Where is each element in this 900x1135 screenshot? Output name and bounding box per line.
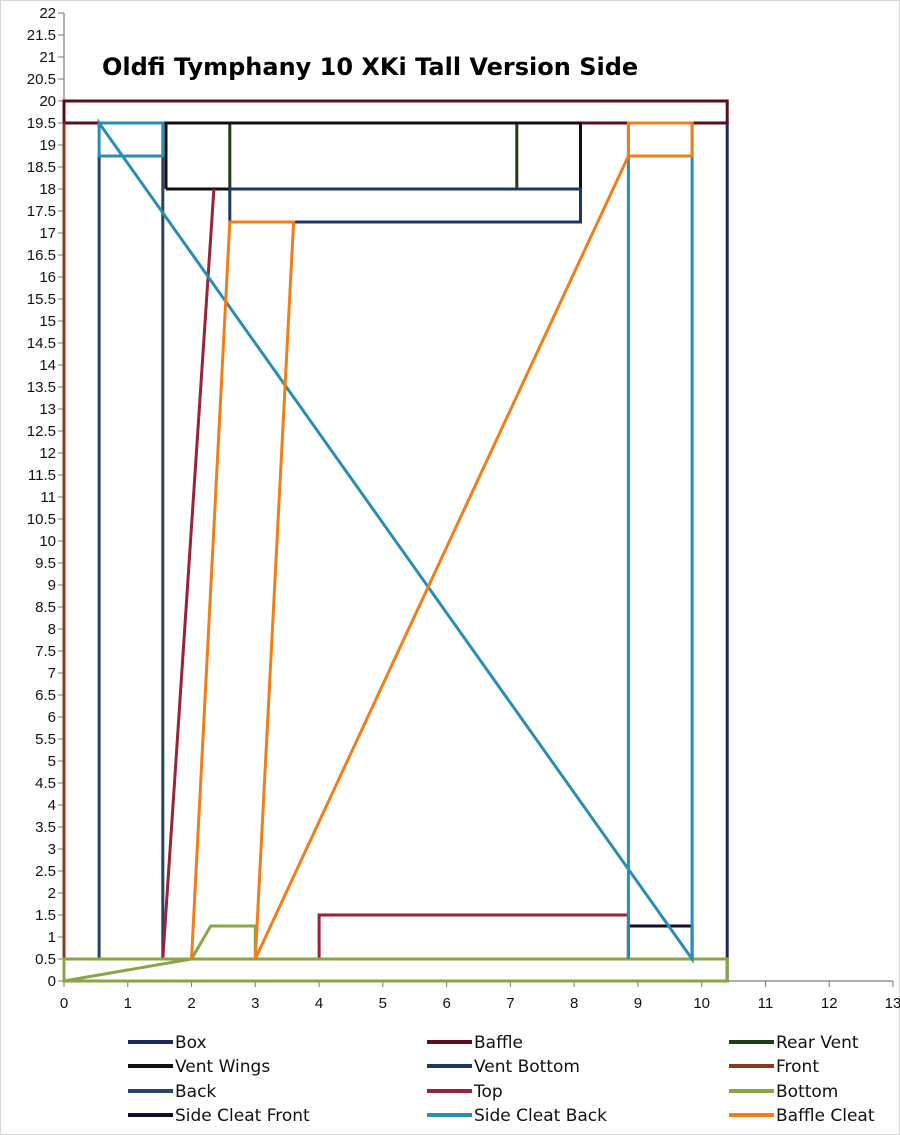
x-tick-label: 13 <box>885 995 900 1012</box>
y-tick-label: 1 <box>48 929 56 946</box>
y-tick-label: 4 <box>48 797 56 814</box>
legend-label-baffle: Baffle <box>474 1033 523 1053</box>
series-line-baffle-cleat <box>190 121 694 960</box>
y-tick-label: 22 <box>39 5 56 22</box>
y-tick-label: 2 <box>48 885 56 902</box>
x-tick-label: 5 <box>379 995 387 1012</box>
y-tick-label: 10.5 <box>27 511 56 528</box>
y-tick-label: 11.5 <box>28 467 56 484</box>
y-tick-label: 3 <box>48 841 56 858</box>
axes: 00.511.522.533.544.555.566.577.588.599.5… <box>27 5 900 1012</box>
y-tick-label: 2.5 <box>35 863 56 880</box>
x-tick-label: 0 <box>60 995 68 1012</box>
y-tick-label: 1.5 <box>35 907 56 924</box>
x-tick-label: 9 <box>634 995 642 1012</box>
legend-label-top: Top <box>473 1082 503 1102</box>
y-tick-label: 18.5 <box>27 159 56 176</box>
y-tick-label: 6.5 <box>35 687 56 704</box>
y-tick-label: 16 <box>39 269 56 286</box>
chart-title: Oldfi Tymphany 10 XKi Tall Version Side <box>102 53 638 81</box>
x-tick-label: 6 <box>442 995 450 1012</box>
legend: Box Baffle Rear Vent Vent Wings Vent Bottom F… <box>128 1033 875 1126</box>
y-tick-label: 10 <box>39 533 56 550</box>
y-tick-label: 0.5 <box>35 951 56 968</box>
y-tick-label: 11 <box>40 489 56 506</box>
y-tick-label: 19 <box>39 137 56 154</box>
y-tick-label: 7.5 <box>35 643 56 660</box>
y-tick-label: 9.5 <box>35 555 56 572</box>
legend-label-vent-bottom: Vent Bottom <box>474 1057 580 1077</box>
y-tick-label: 13 <box>39 401 56 418</box>
y-tick-label: 12 <box>39 445 56 462</box>
legend-label-vent-wings: Vent Wings <box>175 1057 270 1077</box>
y-tick-label: 21 <box>39 49 56 66</box>
y-tick-label: 4.5 <box>35 775 56 792</box>
legend-label-front: Front <box>776 1057 819 1077</box>
legend-label-box: Box <box>175 1033 207 1053</box>
legend-label-rear-vent: Rear Vent <box>776 1033 859 1053</box>
y-tick-label: 3.5 <box>35 819 56 836</box>
legend-label-back: Back <box>175 1082 216 1102</box>
x-tick-label: 8 <box>570 995 578 1012</box>
y-tick-label: 8 <box>48 621 56 638</box>
y-tick-label: 15.5 <box>27 291 56 308</box>
y-tick-label: 18 <box>39 181 56 198</box>
x-tick-label: 12 <box>821 995 838 1012</box>
y-tick-label: 19.5 <box>27 115 56 132</box>
y-tick-label: 5 <box>48 753 56 770</box>
y-tick-label: 21.5 <box>27 27 56 44</box>
y-tick-label: 17 <box>39 225 56 242</box>
x-tick-label: 1 <box>124 995 132 1012</box>
legend-label-bottom: Bottom <box>776 1082 838 1102</box>
y-tick-label: 14 <box>39 357 56 374</box>
y-tick-label: 20.5 <box>27 71 56 88</box>
y-tick-label: 12.5 <box>27 423 56 440</box>
x-tick-label: 2 <box>187 995 195 1012</box>
x-tick-label: 10 <box>693 995 710 1012</box>
y-tick-label: 20 <box>39 93 56 110</box>
y-tick-label: 14.5 <box>27 335 56 352</box>
legend-label-side-cleat-back: Side Cleat Back <box>474 1106 607 1126</box>
y-tick-label: 8.5 <box>35 599 56 616</box>
x-tick-label: 7 <box>506 995 514 1012</box>
y-tick-label: 17.5 <box>27 203 56 220</box>
series-line-bottom <box>62 924 729 983</box>
y-tick-label: 0 <box>48 973 56 990</box>
y-tick-label: 13.5 <box>27 379 56 396</box>
y-tick-label: 16.5 <box>27 247 56 264</box>
x-tick-label: 11 <box>758 995 774 1012</box>
x-tick-label: 3 <box>251 995 259 1012</box>
y-tick-label: 6 <box>48 709 56 726</box>
legend-label-side-cleat-front: Side Cleat Front <box>175 1106 310 1126</box>
y-tick-label: 15 <box>39 313 56 330</box>
y-tick-label: 7 <box>48 665 56 682</box>
y-tick-label: 5.5 <box>35 731 56 748</box>
legend-label-baffle-cleat: Baffle Cleat <box>776 1106 875 1126</box>
x-tick-label: 4 <box>315 995 323 1012</box>
series-lines <box>62 99 729 983</box>
series-line-vent-bottom <box>228 187 582 224</box>
y-tick-label: 9 <box>48 577 56 594</box>
